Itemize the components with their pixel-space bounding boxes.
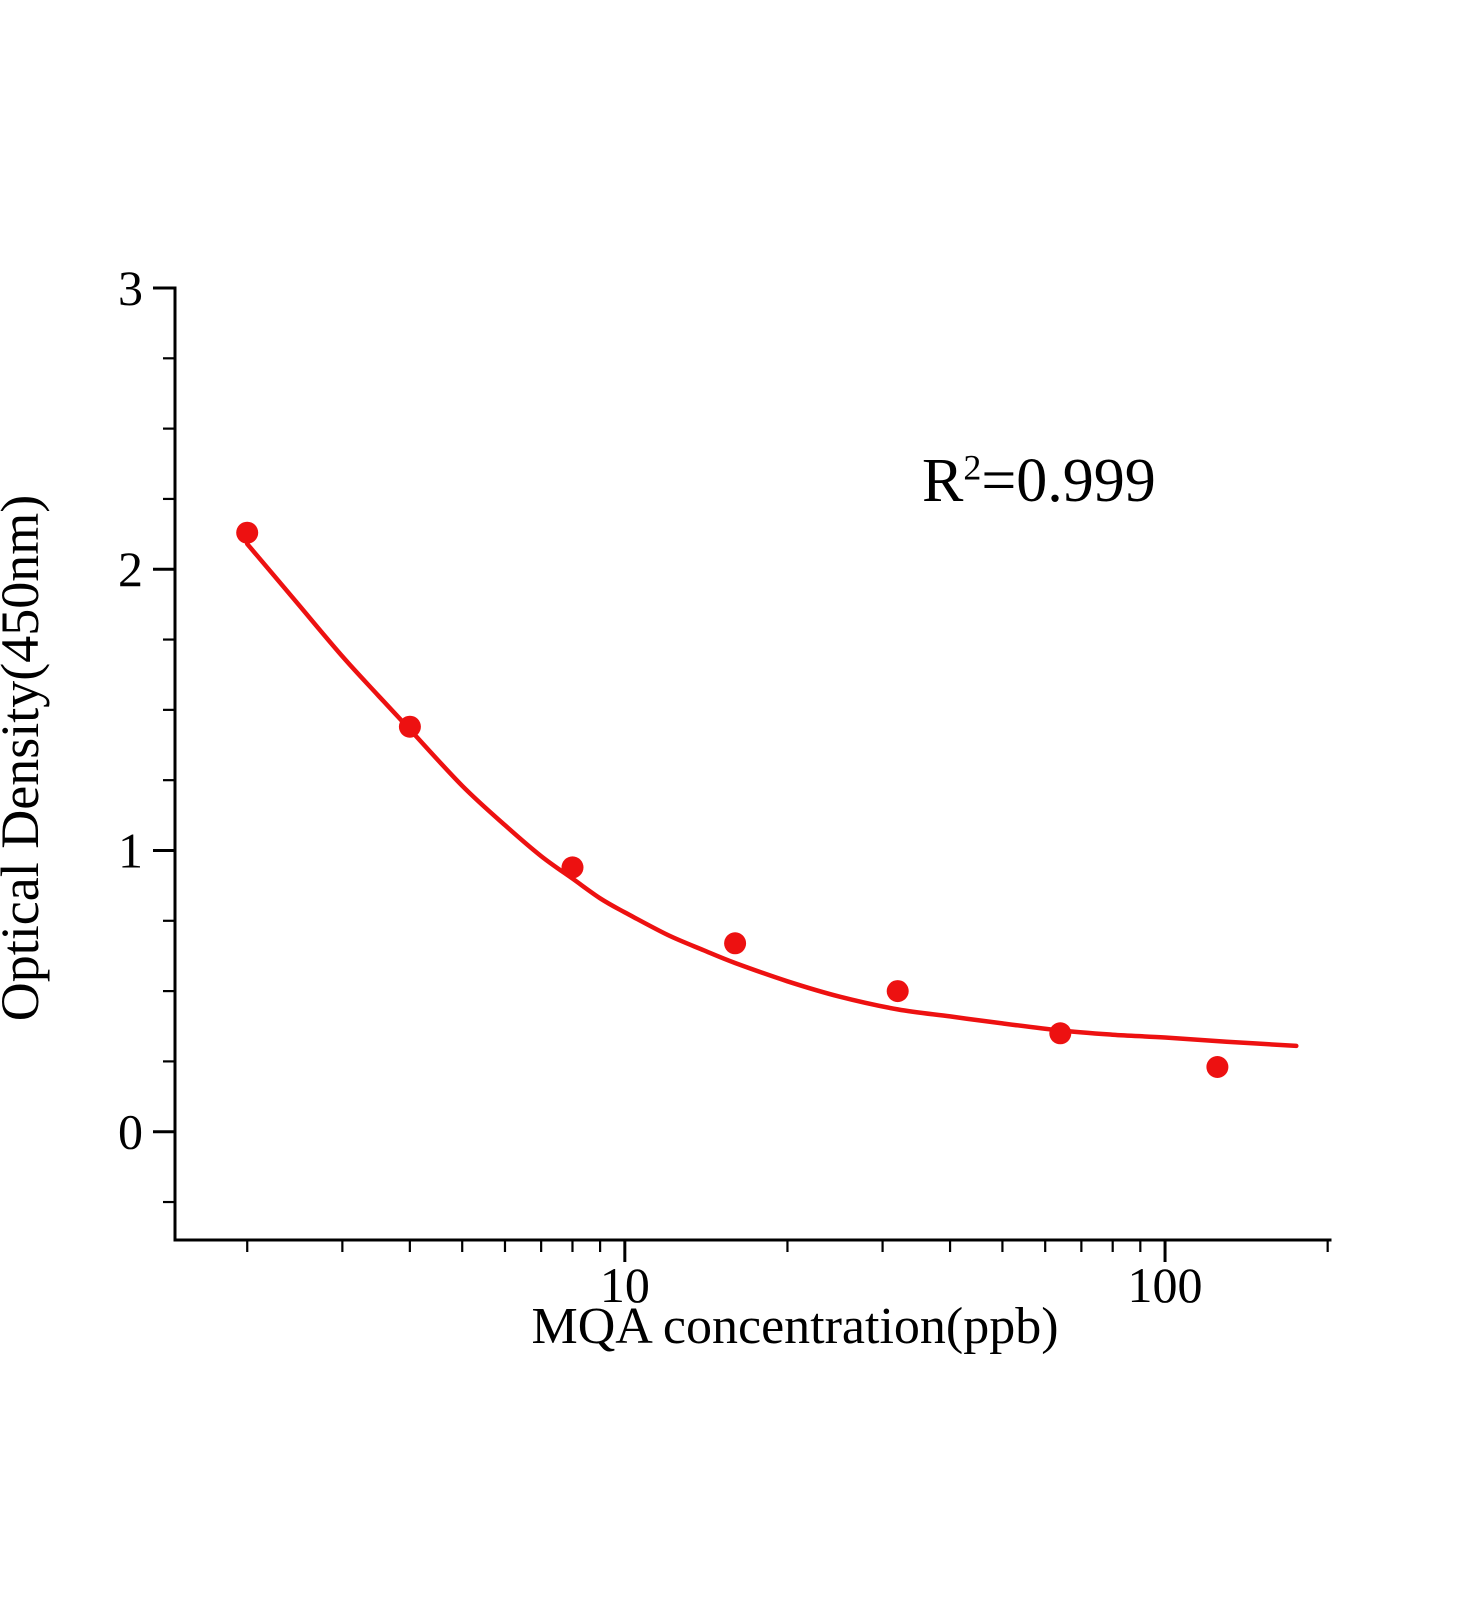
x-tick-label: 100: [1128, 1257, 1203, 1313]
data-point: [236, 521, 259, 544]
data-point: [886, 980, 909, 1003]
x-axis-title: MQA concentration(ppb): [531, 1298, 1058, 1355]
plot-layer: 10 100 0 1 2 3: [118, 260, 1332, 1313]
data-point: [398, 715, 421, 738]
data-point: [724, 932, 747, 955]
r-squared-value: =0.999: [981, 447, 1156, 515]
r-squared-annotation: R2=0.999: [922, 446, 1156, 517]
data-point: [561, 856, 584, 879]
y-tick-label: 3: [118, 260, 143, 316]
r-squared-base: R: [922, 447, 964, 515]
y-axis-title: Optical Density(450nm): [0, 495, 50, 1021]
data-point: [1049, 1022, 1072, 1045]
x-tick-label: 10: [600, 1257, 650, 1313]
y-tick-label: 2: [118, 541, 143, 597]
r-squared-exponent: 2: [963, 447, 982, 488]
data-point: [1206, 1056, 1229, 1078]
y-tick-label: 1: [118, 822, 143, 878]
y-tick-label: 0: [118, 1104, 143, 1160]
axis-frame: [173, 286, 1332, 1242]
fit-curve: [244, 541, 1299, 1049]
